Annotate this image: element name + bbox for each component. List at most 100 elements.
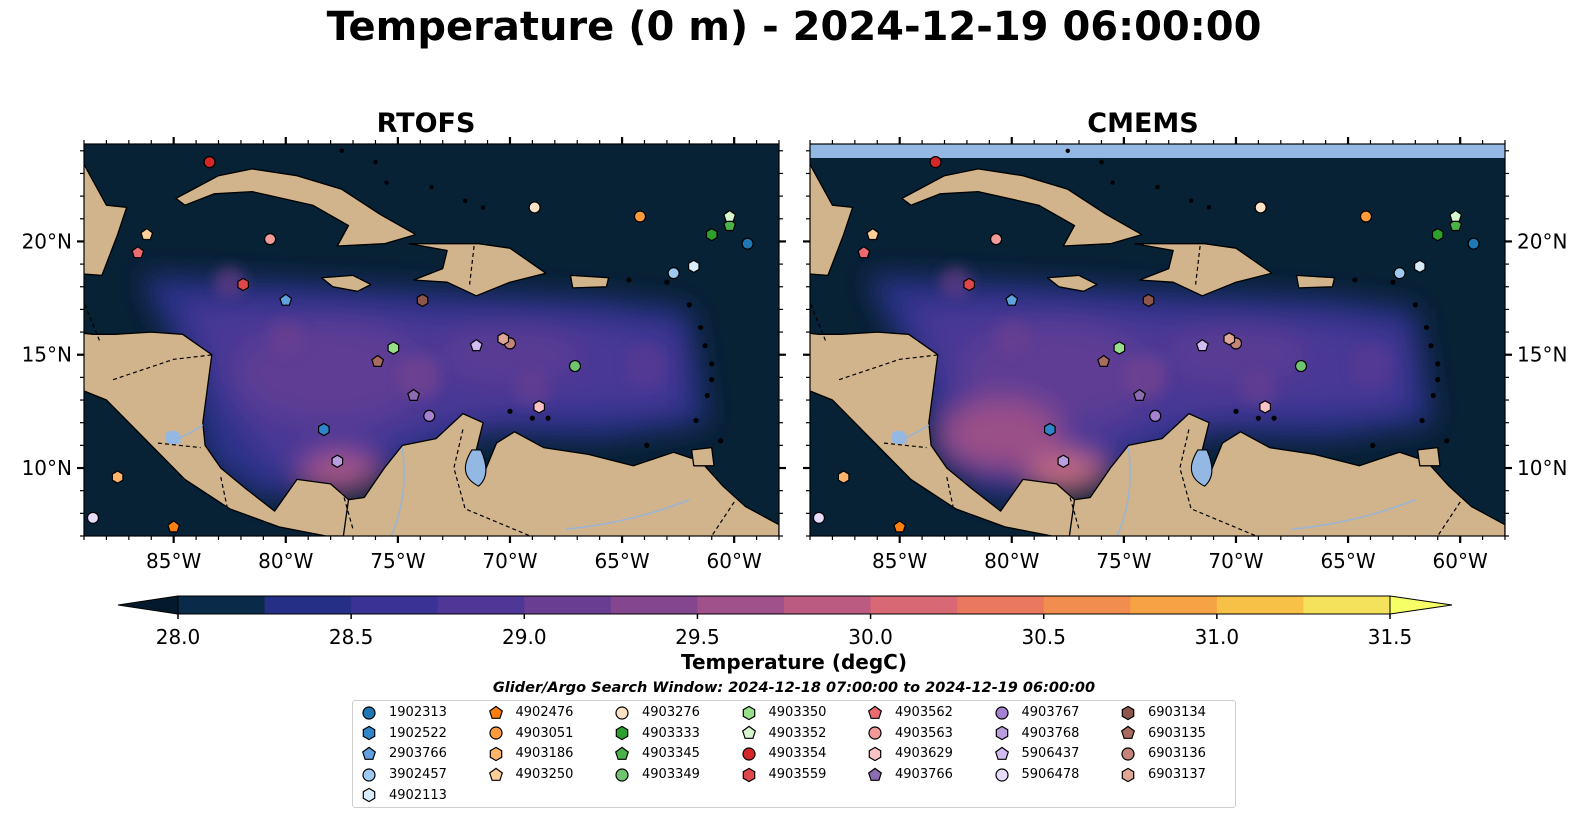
country-borders [84,245,735,536]
legend-marker-circle [1121,747,1135,761]
legend-marker [868,726,882,740]
island [1370,442,1376,448]
legend-marker [488,726,503,740]
legend-marker-hexagon [868,746,882,762]
float-4903354 [929,156,942,169]
legend-marker-circle [994,767,1009,782]
float-4903051 [1359,210,1373,223]
island [1255,415,1261,421]
lake-nicaragua [165,430,181,445]
legend-marker-circle [488,726,503,740]
float-4903629 [1259,400,1271,414]
island [1430,392,1436,399]
border [343,497,354,530]
colorbar: 28.0 28.5 29.0 29.5 30.0 30.5 31.0 31.5 [117,595,1453,649]
legend-label: 6903135 [1148,725,1206,741]
legend-label: 4903563 [895,725,953,741]
river-magdalena [1116,447,1131,536]
island [384,180,389,185]
float-5906437 [1195,338,1209,352]
eddy [398,355,443,400]
figure-title: Temperature (0 m) - 2024-12-19 06:00:00 [326,4,1262,50]
legend-marker [615,725,629,741]
eddy [939,266,972,299]
country-borders [810,245,1461,536]
island [644,442,650,448]
legend-label: 4903250 [515,767,574,783]
island [373,159,378,165]
island [529,415,535,421]
legend-item-6903137: 6903137 [1118,764,1206,785]
float-markers [86,156,754,533]
legend-marker [994,767,1009,782]
legend-marker-circle [994,705,1009,720]
legend-marker-hexagon [742,767,755,782]
legend-item-4903629: 4903629 [865,743,953,764]
float-6903137 [497,332,510,346]
land [84,163,779,536]
island [1428,343,1434,349]
sst-region-29-2 [1165,324,1306,385]
legend-marker-circle [741,747,756,761]
panel-title-cmems: CMEMS [1087,108,1199,139]
eddy [1240,370,1277,407]
lat-tick-label: 20°N [22,229,72,253]
legend-label: 6903134 [1148,705,1206,720]
float-4903345 [723,218,737,232]
eddy [1124,355,1169,400]
legend-label: 1902313 [389,705,447,720]
legend-marker-pentagon [488,705,503,719]
float-4903766 [407,388,421,401]
lat-tick-label: 20°N [1517,229,1567,253]
colorbar-segment [610,596,698,614]
ticks [77,137,786,543]
legend-item-4903352: 4903352 [739,723,826,744]
legend-marker [741,747,756,761]
legend-item-4903333: 4903333 [612,723,700,744]
legend-item-4903562: 4903562 [865,702,953,723]
legend-label: 4903345 [642,746,700,762]
float-4902113 [1414,259,1426,274]
legend-marker [742,767,755,782]
colorbar-segment [437,596,525,614]
colorbar-tick-label: 28.5 [329,625,374,649]
map-frame [809,143,1506,537]
rivers [173,424,690,536]
legend-marker [867,705,883,719]
colorbar-tick-label: 28.0 [156,625,201,649]
float-1902313 [1467,237,1480,250]
legend-marker-pentagon [867,767,883,781]
legend-label: 1902522 [389,725,447,741]
colorbar-segment [870,596,958,614]
legend-label: 4903562 [895,705,953,720]
float-2903766 [1005,293,1019,306]
legend-marker [1121,767,1135,782]
river-magdalena [390,447,405,536]
trinidad [1416,446,1441,467]
float-4903350 [387,341,400,355]
legend: 1902313 1902522 2903766 3902457 4902113 49024… [352,700,1236,808]
legend-marker [362,705,376,720]
legend-marker [362,788,376,803]
float-5906478 [812,511,826,524]
island [1352,277,1358,283]
legend-item-4903559: 4903559 [739,764,826,785]
colorbar-segment [957,596,1045,614]
legend-marker [488,767,503,781]
south-america [1068,412,1505,536]
legend-marker-hexagon [362,725,376,741]
lon-tick-label: 85°W [146,549,201,573]
legend-marker [1121,705,1135,720]
border [1069,497,1080,530]
south-america [342,412,779,536]
jamaica [1046,274,1098,292]
island [1412,302,1418,308]
legend-marker-pentagon [994,746,1009,760]
island [1390,279,1396,285]
sst-eddies [939,266,1391,407]
island [507,408,513,414]
lake-maracaibo [1190,449,1213,487]
float-4903333 [705,227,718,242]
border [883,442,927,449]
island [693,417,699,424]
